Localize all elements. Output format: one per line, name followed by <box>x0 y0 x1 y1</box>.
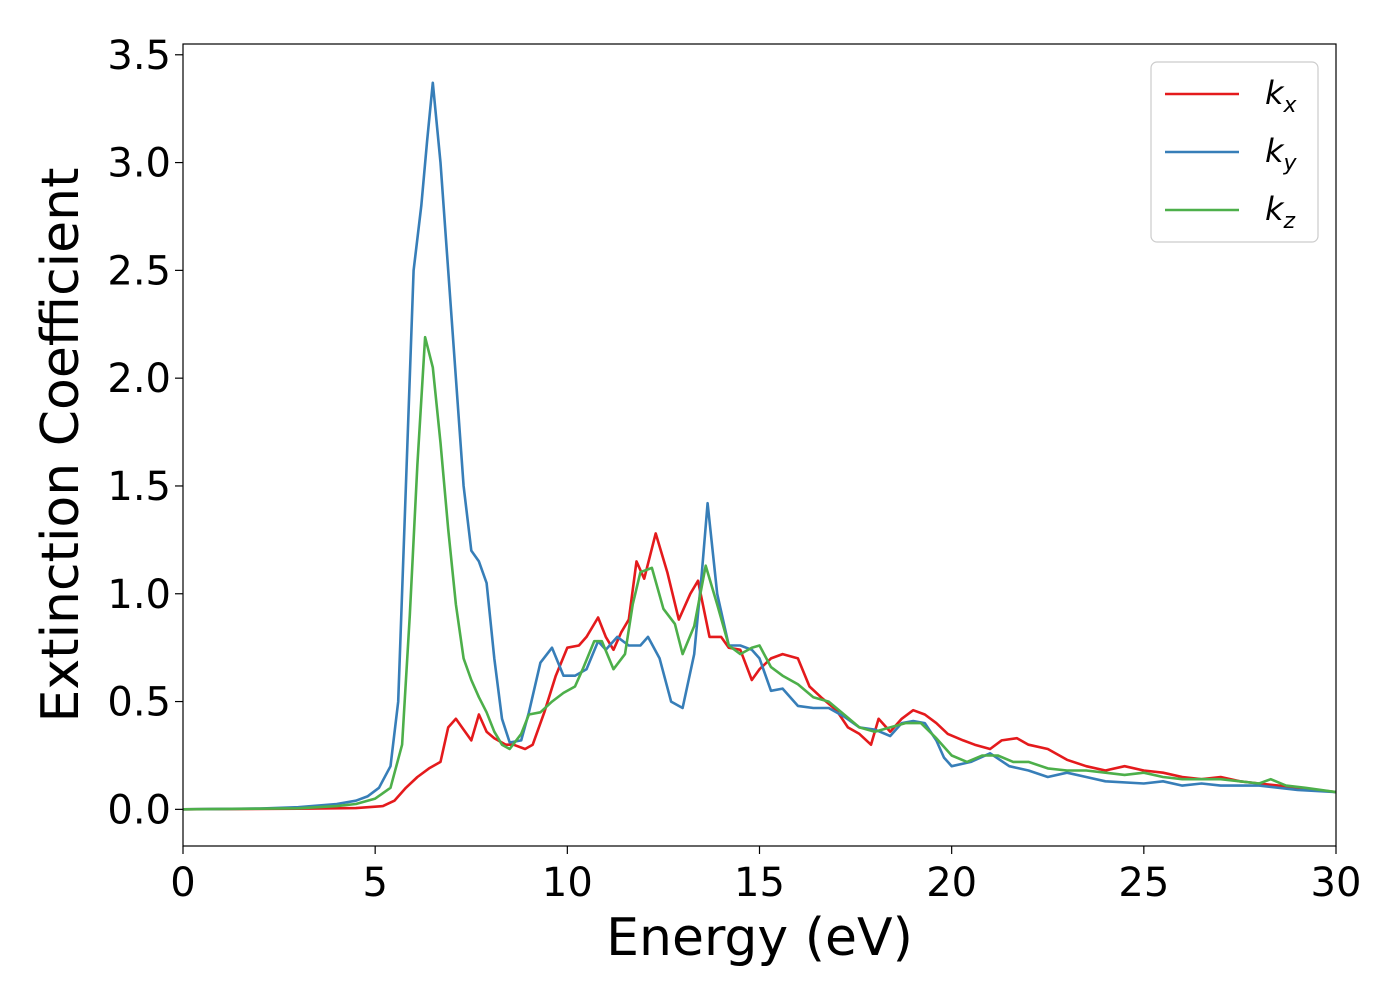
series-lines <box>183 81 1336 811</box>
legend-label: kx <box>1265 74 1298 118</box>
x-tick-label: 15 <box>734 860 785 906</box>
y-tick-label: 3.0 <box>107 141 171 187</box>
y-tick-label: 0.0 <box>107 787 171 833</box>
legend-label: ky <box>1265 132 1298 176</box>
x-tick-label: 10 <box>542 860 593 906</box>
x-tick-label: 5 <box>362 860 387 906</box>
y-tick-label: 1.0 <box>107 572 171 618</box>
y-tick-label: 3.5 <box>107 33 171 79</box>
legend-item-kx: kx <box>1165 74 1298 118</box>
legend: kx ky kz <box>1150 61 1319 243</box>
legend-label: kz <box>1265 190 1296 234</box>
y-tick-label: 0.5 <box>107 680 171 726</box>
series-line-kx <box>183 532 1336 811</box>
series-line-kz <box>183 335 1336 811</box>
y-tick-label: 1.5 <box>107 464 171 510</box>
y-tick-label: 2.5 <box>107 248 171 294</box>
legend-item-ky: ky <box>1165 132 1298 176</box>
x-tick-label: 25 <box>1118 860 1169 906</box>
series-line-ky <box>183 81 1336 811</box>
y-tick-label: 2.0 <box>107 356 171 402</box>
legend-item-kz: kz <box>1165 190 1296 234</box>
x-tick-label: 30 <box>1311 860 1362 906</box>
x-tick-label: 0 <box>170 860 195 906</box>
x-tick-label: 20 <box>926 860 977 906</box>
y-axis: 0.0 0.5 1.0 1.5 2.0 2.5 3.0 3.5 <box>107 33 183 833</box>
x-axis: 0 5 10 15 20 25 30 <box>170 846 1361 906</box>
x-axis-title: Energy (eV) <box>606 908 913 968</box>
y-axis-title: Extinction Coefficient <box>31 168 91 723</box>
